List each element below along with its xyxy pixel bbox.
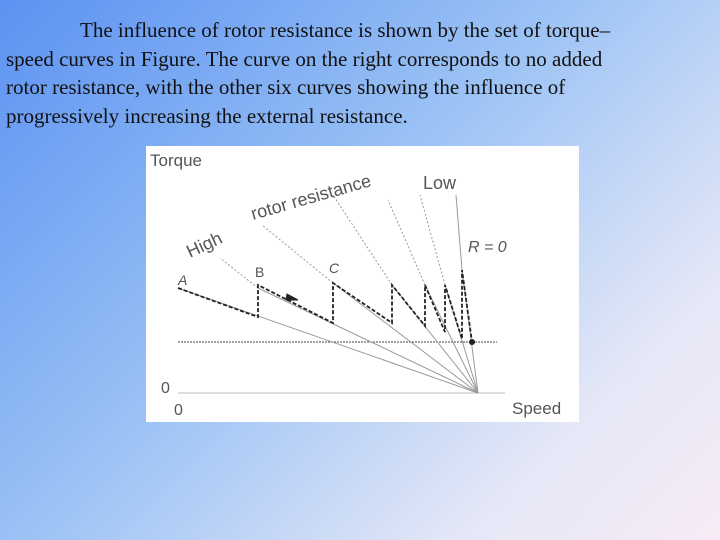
paragraph: The influence of rotor resistance is sho… bbox=[6, 16, 716, 130]
point-label: C bbox=[329, 260, 340, 276]
point-label: B bbox=[255, 264, 264, 280]
text-line: progressively increasing the external re… bbox=[6, 103, 408, 128]
torque-speed-figure: Torque Speed 0 0 rotor resistance High L… bbox=[146, 146, 579, 422]
x-axis-label: Speed bbox=[512, 399, 561, 418]
text-line: speed curves in Figure. The curve on the… bbox=[6, 46, 603, 71]
low-label: Low bbox=[423, 173, 457, 193]
y-axis-label: Torque bbox=[150, 151, 202, 170]
point-label: A bbox=[177, 272, 187, 288]
y-origin-label: 0 bbox=[161, 380, 170, 397]
x-origin-label: 0 bbox=[174, 402, 183, 419]
text-line: rotor resistance, with the other six cur… bbox=[6, 75, 566, 99]
curves bbox=[177, 194, 505, 394]
figure-background bbox=[146, 146, 579, 422]
r-zero-label: R = 0 bbox=[468, 239, 507, 256]
text-line: The influence of rotor resistance is sho… bbox=[80, 18, 611, 42]
